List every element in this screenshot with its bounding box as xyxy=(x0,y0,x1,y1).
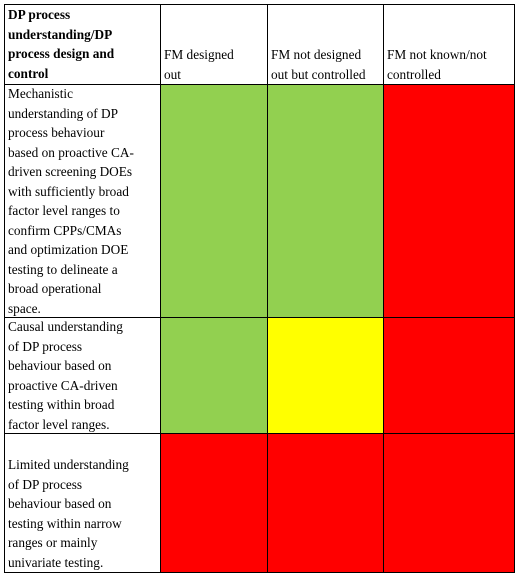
header-col-fm-not-designed-out: FM not designed out but controlled xyxy=(267,4,383,84)
header-row-label-cell: DP process understanding/DP process desi… xyxy=(4,4,160,84)
row-label-cell-mechanistic: Mechanistic understanding of DP process … xyxy=(4,84,160,317)
risk-cell-mechanistic-not-known xyxy=(383,84,514,317)
grid-line xyxy=(267,4,268,573)
header-col-fm-designed-out: FM designed out xyxy=(160,4,267,84)
row-label-cell-limited: Limited understanding of DP process beha… xyxy=(4,433,160,572)
grid-line xyxy=(4,572,515,573)
header-col-label: FM designed out xyxy=(164,47,234,82)
risk-cell-limited-designed-out xyxy=(160,433,267,572)
grid-line xyxy=(4,317,515,318)
header-col-fm-not-known: FM not known/not controlled xyxy=(383,4,514,84)
grid-line xyxy=(4,4,5,573)
header-col-label: FM not designed out but controlled xyxy=(271,47,366,82)
grid-line xyxy=(160,4,161,573)
grid-line xyxy=(514,4,515,573)
grid-line xyxy=(4,4,515,5)
risk-cell-limited-controlled xyxy=(267,433,383,572)
risk-cell-causal-designed-out xyxy=(160,317,267,433)
row-label-cell-causal: Causal understanding of DP process behav… xyxy=(4,317,160,433)
row-label-limited: Limited understanding of DP process beha… xyxy=(8,457,129,570)
grid-line xyxy=(4,433,515,434)
grid-line xyxy=(4,84,515,85)
header-col-label: FM not known/not controlled xyxy=(387,47,487,82)
risk-cell-mechanistic-designed-out xyxy=(160,84,267,317)
risk-cell-limited-not-known xyxy=(383,433,514,572)
row-label-causal: Causal understanding of DP process behav… xyxy=(8,319,123,432)
grid-line xyxy=(383,4,384,573)
header-row-label: DP process understanding/DP process desi… xyxy=(8,7,115,81)
risk-cell-causal-controlled xyxy=(267,317,383,433)
risk-cell-mechanistic-controlled xyxy=(267,84,383,317)
risk-cell-causal-not-known xyxy=(383,317,514,433)
row-label-mechanistic: Mechanistic understanding of DP process … xyxy=(8,86,134,316)
